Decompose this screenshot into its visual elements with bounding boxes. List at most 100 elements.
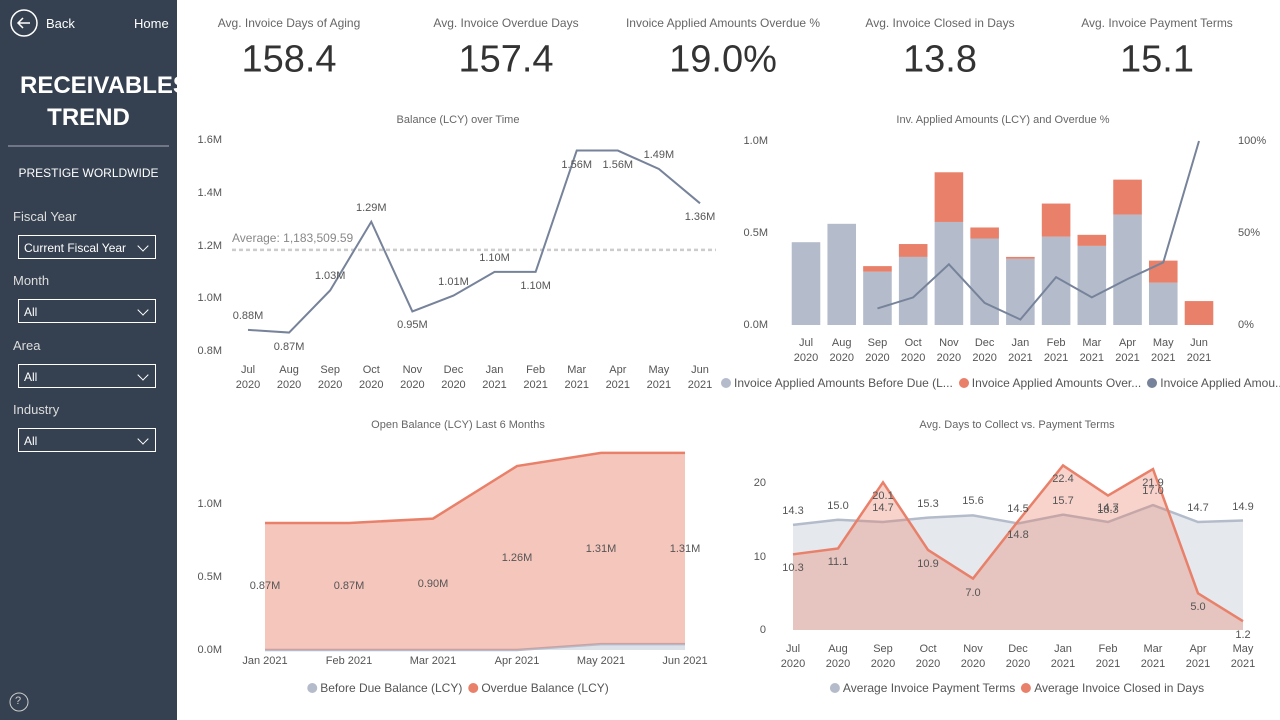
legend: Invoice Applied Amounts Before Due (L...… xyxy=(721,376,1280,390)
legend-label: Invoice Applied Amou... xyxy=(1160,376,1280,390)
x-tick-label: Jul 2020 xyxy=(780,643,806,670)
data-label: 14.8 xyxy=(1007,529,1029,542)
x-tick-label: Apr 2021 xyxy=(605,364,631,391)
bar xyxy=(1041,203,1071,237)
x-tick-label: Jun 2021 xyxy=(1186,337,1212,364)
legend: Before Due Balance (LCY) Overdue Balance … xyxy=(307,681,609,695)
y-tick-label: 1.0M xyxy=(197,498,222,510)
y-tick-label: 0.0M xyxy=(743,319,768,331)
legend-item[interactable]: Average Invoice Closed in Days xyxy=(1021,681,1204,695)
x-tick-label: Dec 2020 xyxy=(441,364,466,391)
data-label: 10.3 xyxy=(782,562,804,575)
filter-dropdown[interactable]: All xyxy=(18,364,156,388)
x-tick-label: Oct 2020 xyxy=(359,364,384,391)
x-tick-label: Feb 2021 xyxy=(1043,337,1069,364)
y2-tick-label: 50% xyxy=(1238,227,1261,239)
filter-dropdown[interactable]: All xyxy=(18,299,156,323)
legend-item[interactable]: Average Invoice Payment Terms xyxy=(829,681,1016,695)
data-label: 14.7 xyxy=(1097,501,1119,514)
kpi-label: Avg. Invoice Days of Aging xyxy=(217,16,361,30)
legend-item[interactable]: Invoice Applied Amou... xyxy=(1147,376,1280,390)
data-label: 1.2 xyxy=(1235,629,1251,642)
bar xyxy=(898,256,928,325)
bar xyxy=(863,271,892,325)
data-label: 1.29M xyxy=(355,201,387,214)
data-label: 14.7 xyxy=(872,501,894,514)
data-label: 15.0 xyxy=(827,499,849,512)
bar xyxy=(1006,258,1035,325)
back-icon[interactable] xyxy=(10,9,38,37)
x-tick-label: Mar 2021 xyxy=(1079,337,1105,364)
legend-item[interactable]: Invoice Applied Amounts Over... xyxy=(958,376,1141,390)
x-tick-label: Nov 2020 xyxy=(960,643,986,670)
kpi-value: 158.4 xyxy=(241,38,337,81)
data-label: 1.10M xyxy=(520,279,551,292)
y-tick-label: 1.0M xyxy=(743,135,768,147)
x-tick-label: Jul 2020 xyxy=(793,337,819,364)
data-label: 20.1 xyxy=(872,490,894,503)
legend-item[interactable]: Before Due Balance (LCY) xyxy=(307,681,462,695)
y-tick-label: 20 xyxy=(753,477,766,490)
area-line xyxy=(792,463,1244,623)
y-tick-label: 10 xyxy=(753,550,766,563)
bar xyxy=(1113,214,1142,325)
bar xyxy=(970,238,999,325)
legend-item[interactable]: Invoice Applied Amounts Before Due (L... xyxy=(721,376,953,390)
bar xyxy=(898,244,928,257)
bar xyxy=(1041,236,1071,325)
x-tick-label: Feb 2021 xyxy=(325,655,373,667)
area xyxy=(265,452,685,650)
bar xyxy=(1148,282,1178,325)
legend-marker xyxy=(307,683,318,693)
legend-marker xyxy=(468,683,479,693)
y-tick-label: 0 xyxy=(759,624,766,636)
legend-label: Average Invoice Closed in Days xyxy=(1034,681,1205,695)
kpi-value: 15.1 xyxy=(1120,38,1194,81)
y-tick-label: 1.2M xyxy=(197,239,222,252)
bar xyxy=(1184,301,1214,325)
filter-dropdown[interactable]: Current Fiscal Year xyxy=(18,235,156,259)
data-label: 21.9 xyxy=(1142,477,1164,490)
data-label: 1.31M xyxy=(669,542,701,555)
average-label: Average: 1,183,509.59 xyxy=(232,230,354,245)
filter-dropdown[interactable]: All xyxy=(18,428,156,452)
y2-tick-label: 0% xyxy=(1238,319,1254,331)
x-tick-label: Feb 2021 xyxy=(523,364,548,391)
legend-marker xyxy=(829,683,840,693)
x-tick-label: Mar 2021 xyxy=(409,655,457,667)
data-label: 5.0 xyxy=(1190,601,1206,614)
bar xyxy=(1077,245,1107,325)
report-title: RECEIVABLES TREND xyxy=(20,72,189,131)
back-button[interactable]: Back xyxy=(46,16,75,31)
kpi-value: 13.8 xyxy=(903,38,977,81)
legend-marker xyxy=(721,378,732,388)
area xyxy=(793,465,1243,630)
y-tick-label: 0.0M xyxy=(197,644,222,656)
x-tick-label: Aug 2020 xyxy=(825,643,851,670)
data-label: 14.7 xyxy=(1187,501,1209,514)
home-button[interactable]: Home xyxy=(134,16,169,31)
line xyxy=(247,149,701,334)
data-label: 1.10M xyxy=(479,251,510,264)
data-label: 1.26M xyxy=(501,552,533,565)
help-button[interactable]: ? xyxy=(15,695,22,707)
data-label: 14.5 xyxy=(1007,503,1029,516)
legend-item[interactable]: Overdue Balance (LCY) xyxy=(468,681,609,695)
data-label: 0.95M xyxy=(397,319,428,332)
chart-title: Inv. Applied Amounts (LCY) and Overdue % xyxy=(896,114,1110,126)
help-icon[interactable] xyxy=(9,692,29,712)
data-label: 0.87M xyxy=(273,340,305,353)
x-tick-label: Aug 2020 xyxy=(276,364,302,391)
bar xyxy=(934,172,964,222)
filter-label: Month xyxy=(13,273,50,288)
y-tick-label: 1.0M xyxy=(197,292,222,305)
chart-title: Open Balance (LCY) Last 6 Months xyxy=(371,419,545,431)
y-tick-label: 0.5M xyxy=(197,571,222,583)
data-label: 1.56M xyxy=(561,158,593,171)
legend-label: Average Invoice Payment Terms xyxy=(842,681,1016,695)
x-tick-label: Dec 2020 xyxy=(972,337,997,364)
kpi-value: 157.4 xyxy=(458,38,554,81)
x-tick-label: May 2021 xyxy=(576,655,626,667)
data-label: 7.0 xyxy=(965,586,981,599)
